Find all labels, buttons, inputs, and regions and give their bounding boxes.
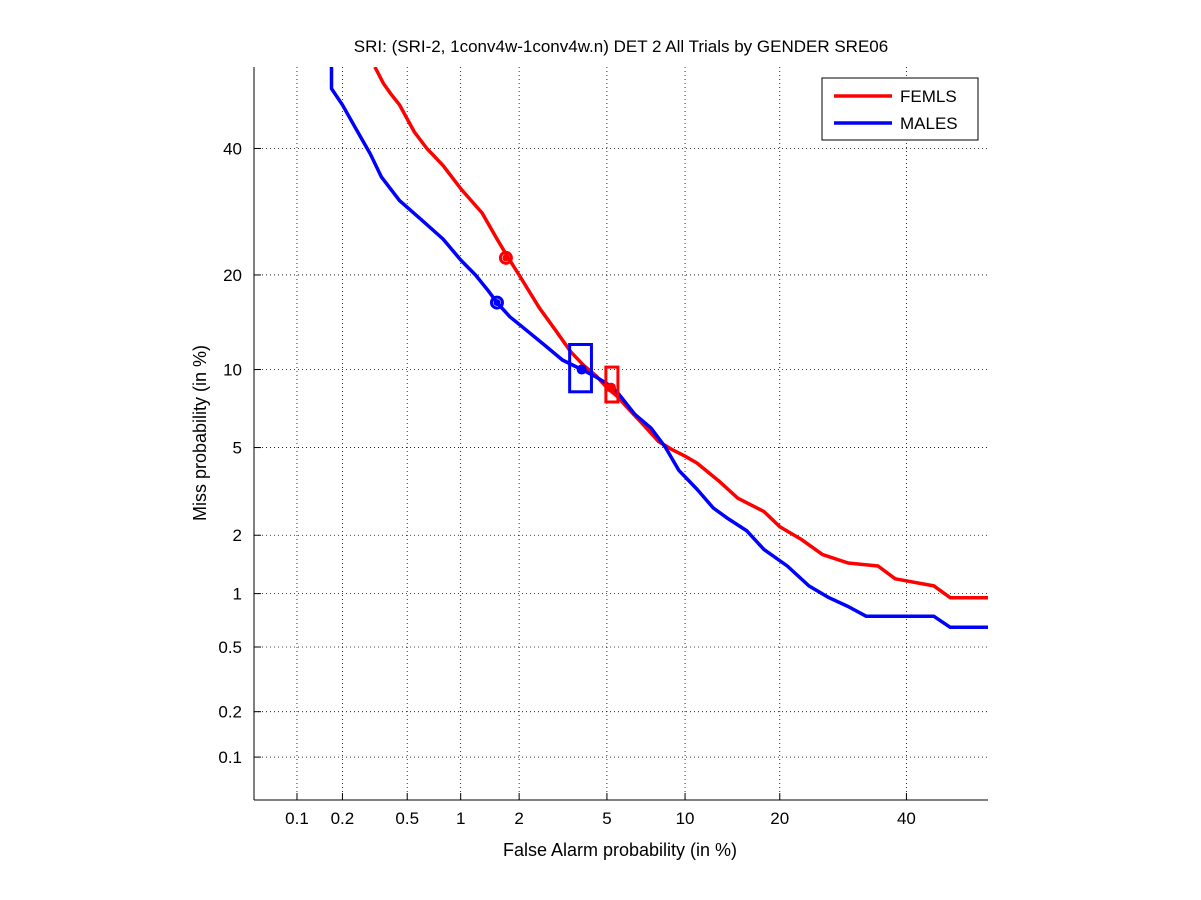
y-axis-label: Miss probability (in %) — [190, 345, 210, 521]
axes: 0.1 0.2 0.5 1 2 5 10 20 40 0.1 0.2 0.5 1 2 5 10 20 40 — [218, 67, 988, 828]
legend-box — [821, 77, 979, 141]
marker-box-femls — [604, 365, 620, 404]
plot-area — [329, 67, 988, 630]
y-tick-label: 2 — [233, 526, 242, 545]
y-tick-label: 40 — [223, 139, 242, 158]
x-axis-label: False Alarm probability (in %) — [503, 840, 737, 860]
x-tick-label: 40 — [897, 809, 916, 828]
y-tick-label: 1 — [233, 585, 242, 604]
legend-label-femls: FEMLS — [900, 87, 957, 106]
x-tick-label: 2 — [514, 809, 523, 828]
legend-label-males: MALES — [900, 114, 958, 133]
y-tick-label: 5 — [233, 439, 242, 458]
x-tick-label: 20 — [770, 809, 789, 828]
marker-box-males — [568, 342, 593, 394]
y-tick-label: 20 — [223, 266, 242, 285]
x-tick-label: 5 — [602, 809, 611, 828]
series-line-males — [329, 67, 988, 630]
x-tick-label: 1 — [456, 809, 465, 828]
series-line-femls — [373, 67, 988, 600]
y-tick-label: 0.5 — [218, 638, 242, 657]
marker-dot-femls — [502, 254, 510, 262]
marker-circle-femls — [498, 250, 513, 265]
x-tick-label: 10 — [676, 809, 695, 828]
x-tick-label: 0.5 — [395, 809, 419, 828]
y-tick-label: 0.2 — [218, 703, 242, 722]
x-tick-label: 0.1 — [285, 809, 309, 828]
chart-title: SRI: (SRI-2, 1conv4w-1conv4w.n) DET 2 Al… — [354, 37, 888, 56]
marker-box-dot-femls — [606, 382, 617, 393]
x-tick-label: 0.2 — [331, 809, 355, 828]
y-tick-label: 10 — [223, 361, 242, 380]
series-group — [329, 67, 988, 630]
marker-box-dot-males — [576, 364, 587, 375]
legend: FEMLS MALES — [821, 77, 979, 141]
y-tick-label: 0.1 — [218, 748, 242, 767]
grid — [254, 67, 988, 800]
marker-dot-males — [493, 299, 501, 307]
marker-circle-males — [489, 295, 504, 310]
